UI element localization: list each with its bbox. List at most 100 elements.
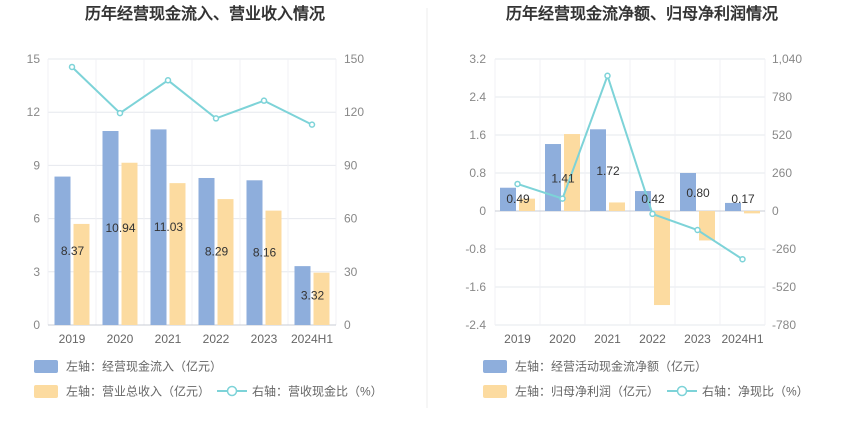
legend-label: 左轴：经营活动现金流净额（亿元）	[515, 359, 707, 374]
bar-data-label: 8.16	[253, 246, 277, 260]
legend-label: 左轴：归母净利润（亿元）	[515, 384, 659, 399]
bar	[121, 162, 138, 325]
bar	[198, 177, 215, 325]
x-axis-tick-label: 2020	[549, 332, 576, 346]
left-axis-tick-label: 3	[33, 265, 40, 279]
bar	[519, 198, 535, 211]
line-point	[604, 72, 611, 80]
line-point	[212, 115, 220, 122]
bar-data-label: 1.72	[596, 164, 620, 178]
chart-title: 历年经营现金流净额、归母净利润情况	[506, 4, 778, 23]
legend-label: 右轴：净现比（%）	[702, 384, 809, 399]
line-point	[739, 255, 746, 263]
left-axis-tick-label: 12	[27, 105, 41, 119]
bar	[680, 173, 696, 211]
bar-data-label: 0.17	[731, 192, 755, 206]
bar-data-label: 1.41	[551, 172, 575, 186]
x-axis-tick-label: 2022	[639, 332, 666, 346]
legend-marker	[676, 385, 688, 397]
bar	[609, 202, 625, 211]
bar-data-label: 0.80	[686, 186, 710, 200]
line-point	[308, 121, 316, 128]
bar	[265, 210, 282, 325]
left-axis-tick-label: 0	[479, 204, 486, 218]
left-axis-tick-label: 1.6	[469, 128, 486, 142]
line-point	[260, 97, 268, 104]
x-axis-tick-label: 2022	[203, 332, 230, 346]
chart-title: 历年经营现金流入、营业收入情况	[85, 4, 325, 23]
right-axis-tick-label: 120	[344, 105, 364, 119]
legend-label: 左轴：经营现金流入（亿元）	[66, 359, 222, 374]
bar	[217, 199, 234, 325]
bar	[500, 187, 516, 211]
bar	[744, 211, 760, 214]
left-axis-tick-label: -2.4	[465, 318, 486, 332]
left-axis-tick-label: 0	[33, 318, 40, 332]
legend-swatch	[483, 360, 507, 373]
left-axis-tick-label: -0.8	[465, 242, 486, 256]
bar	[150, 129, 167, 325]
bar-data-label: 11.03	[154, 220, 183, 234]
right-axis-tick-label: 0	[344, 318, 351, 332]
bar-data-label: 0.49	[506, 192, 530, 206]
left-axis-tick-label: -1.6	[465, 280, 486, 294]
line-point	[514, 180, 521, 188]
left-chart-panel: 历年经营现金流入、营业收入情况0369121503060901201502019…	[27, 4, 383, 399]
right-axis-tick-label: 260	[772, 166, 792, 180]
bar	[54, 176, 71, 325]
bar	[590, 129, 606, 211]
left-axis-tick-label: 15	[27, 52, 41, 66]
left-axis-tick-label: 2.4	[469, 90, 486, 104]
line-point	[694, 226, 701, 234]
left-axis-tick-label: 9	[33, 158, 40, 172]
bar	[725, 202, 741, 211]
x-axis-tick-label: 2024H1	[721, 332, 763, 346]
legend-swatch	[34, 360, 58, 373]
x-axis-tick-label: 2021	[594, 332, 621, 346]
legend-label: 右轴：营收现金比（%）	[252, 384, 383, 399]
legend-swatch	[34, 385, 58, 398]
line-point	[68, 63, 76, 71]
left-axis-tick-label: 6	[33, 212, 40, 226]
x-axis-tick-label: 2021	[155, 332, 182, 346]
bar	[102, 130, 119, 325]
bar-data-label: 0.42	[641, 192, 665, 206]
line-point	[559, 195, 566, 202]
right-axis-tick-label: 90	[344, 158, 358, 172]
series-line	[517, 72, 744, 261]
legend-marker	[226, 385, 238, 397]
x-axis-tick-label: 2023	[684, 332, 711, 346]
right-axis-tick-label: 30	[344, 265, 358, 279]
right-axis-tick-label: -520	[772, 280, 796, 294]
right-axis-tick-label: -260	[772, 242, 796, 256]
right-axis-tick-label: 0	[772, 204, 779, 218]
line-point	[164, 77, 172, 84]
right-axis-tick-label: 150	[344, 52, 364, 66]
legend-label: 左轴：营业总收入（亿元）	[66, 384, 210, 399]
bar	[73, 223, 90, 325]
x-axis-tick-label: 2019	[504, 332, 531, 346]
right-axis-tick-label: 520	[772, 128, 792, 142]
bar	[169, 183, 186, 325]
bar	[246, 180, 263, 325]
bar	[313, 272, 330, 325]
bar	[294, 266, 311, 325]
right-axis-tick-label: 780	[772, 90, 792, 104]
bar	[654, 211, 670, 306]
series-line	[71, 66, 313, 126]
right-axis-tick-label: 60	[344, 212, 358, 226]
x-axis-tick-label: 2024H1	[291, 332, 333, 346]
legend-swatch	[483, 385, 507, 398]
bar-data-label: 10.94	[105, 221, 135, 235]
line-point	[116, 109, 124, 117]
x-axis-tick-label: 2023	[251, 332, 278, 346]
right-axis-tick-label: 1,040	[772, 52, 802, 66]
left-axis-tick-label: 3.2	[469, 52, 486, 66]
bar-data-label: 8.37	[61, 244, 85, 258]
line-point	[649, 210, 656, 218]
x-axis-tick-label: 2019	[59, 332, 86, 346]
x-axis-tick-label: 2020	[107, 332, 134, 346]
bar-data-label: 3.32	[301, 289, 325, 303]
right-chart-panel: 历年经营现金流净额、归母净利润情况 -2.4 -1.6 -0.8 0 0.8 1.6 2.4 3…	[465, 4, 808, 399]
